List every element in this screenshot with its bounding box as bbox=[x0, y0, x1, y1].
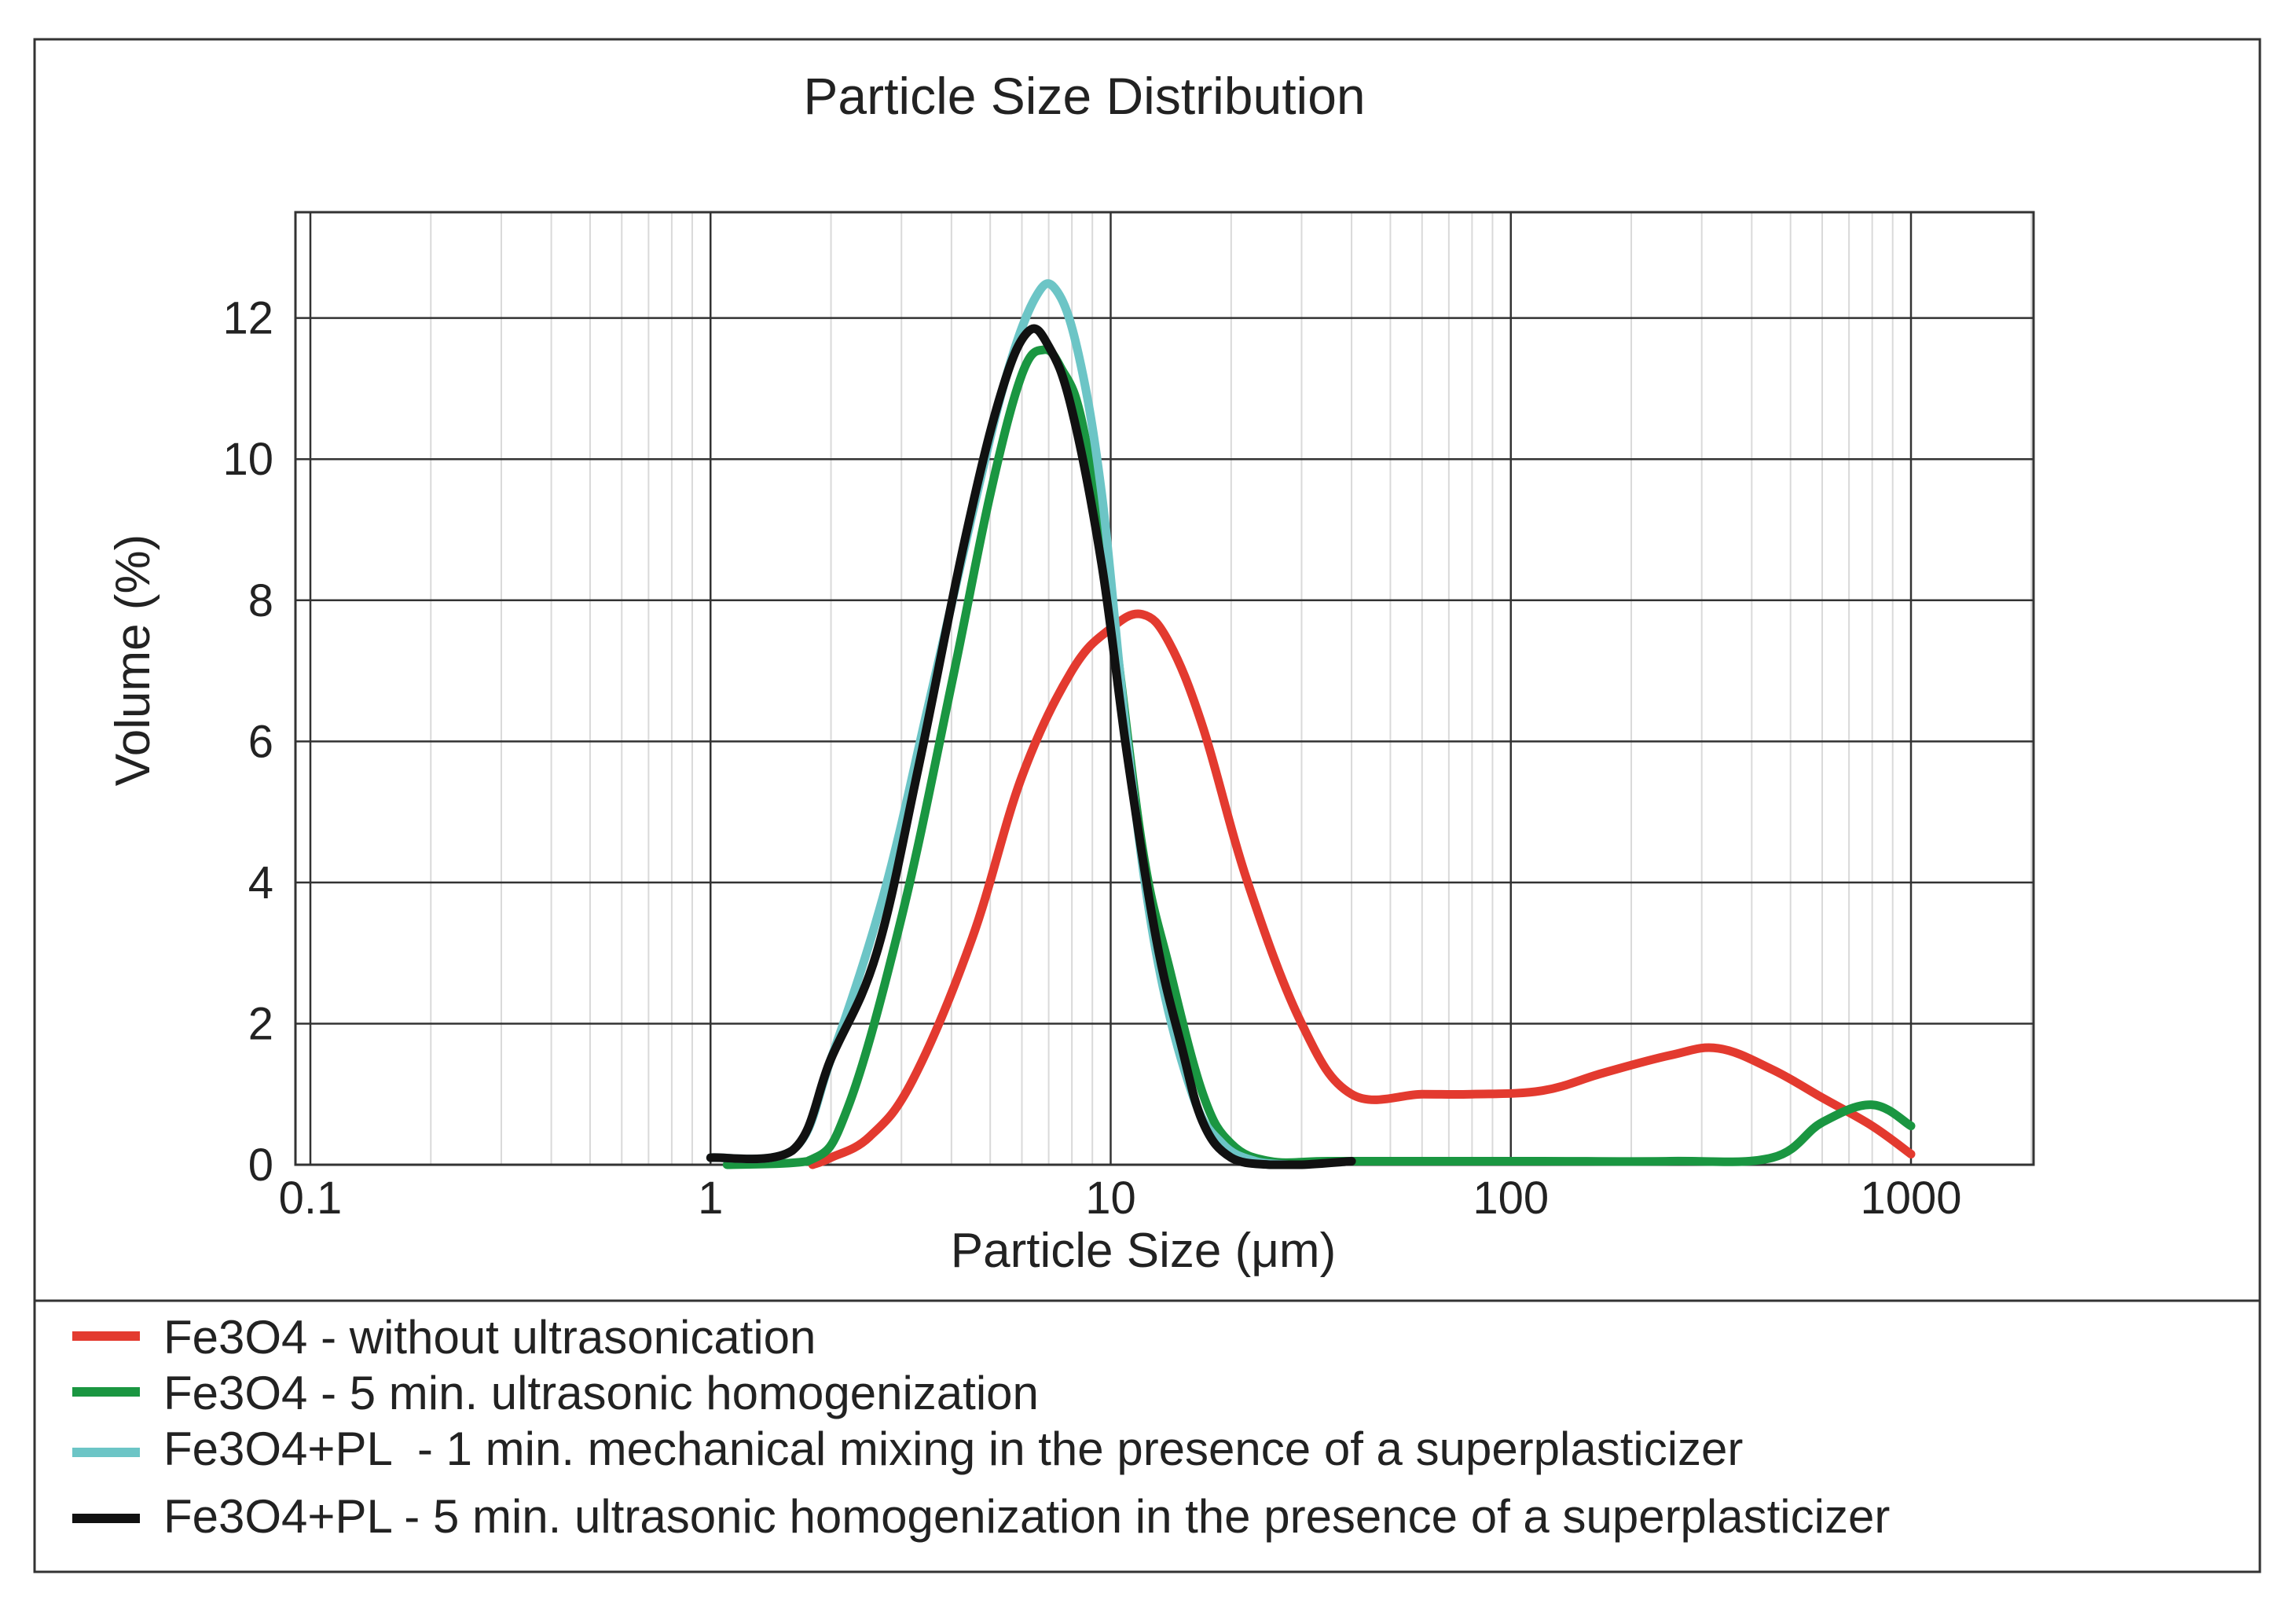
x-tick-label: 1 bbox=[698, 1173, 723, 1224]
legend-label: Fe3O4+PL - 1 min. mechanical mixing in t… bbox=[163, 1423, 1743, 1475]
x-tick-label: 0.1 bbox=[279, 1173, 343, 1224]
y-tick-label: 2 bbox=[248, 998, 273, 1049]
legend-label: Fe3O4+PL - 5 min. ultrasonic homogenizat… bbox=[163, 1490, 1890, 1543]
x-tick-labels: 0.1 1 10 100 1000 bbox=[279, 1173, 1962, 1224]
chart-title: Particle Size Distribution bbox=[803, 67, 1365, 125]
series-line-fe3o4-without-ultrasonication bbox=[808, 609, 1916, 1169]
y-tick-label: 10 bbox=[222, 434, 273, 485]
x-tick-label: 1000 bbox=[1860, 1173, 1961, 1224]
y-tick-labels: 0 2 4 6 8 10 12 bbox=[222, 293, 273, 1191]
y-tick-label: 6 bbox=[248, 716, 273, 767]
x-tick-label: 100 bbox=[1473, 1173, 1549, 1224]
x-axis-label: Particle Size (μm) bbox=[951, 1224, 1336, 1278]
series-line-fe3o4-pl-5min-ultrasonic bbox=[706, 324, 1356, 1169]
legend-label: Fe3O4 - 5 min. ultrasonic homogenization bbox=[163, 1367, 1039, 1419]
x-tick-label: 10 bbox=[1085, 1173, 1136, 1224]
y-tick-label: 4 bbox=[248, 857, 273, 909]
legend-label: Fe3O4 - without ultrasonication bbox=[163, 1311, 816, 1364]
plot-area bbox=[295, 212, 2034, 1165]
series-layer bbox=[706, 279, 1916, 1169]
y-axis-label: Volume (%) bbox=[106, 534, 160, 786]
legend: Fe3O4 - without ultrasonication Fe3O4 - … bbox=[72, 1311, 1890, 1543]
y-tick-label: 12 bbox=[222, 293, 273, 344]
major-gridlines bbox=[295, 212, 2034, 1165]
y-tick-label: 8 bbox=[248, 575, 273, 626]
plot-border bbox=[294, 211, 2035, 1166]
y-tick-label: 0 bbox=[248, 1140, 273, 1191]
